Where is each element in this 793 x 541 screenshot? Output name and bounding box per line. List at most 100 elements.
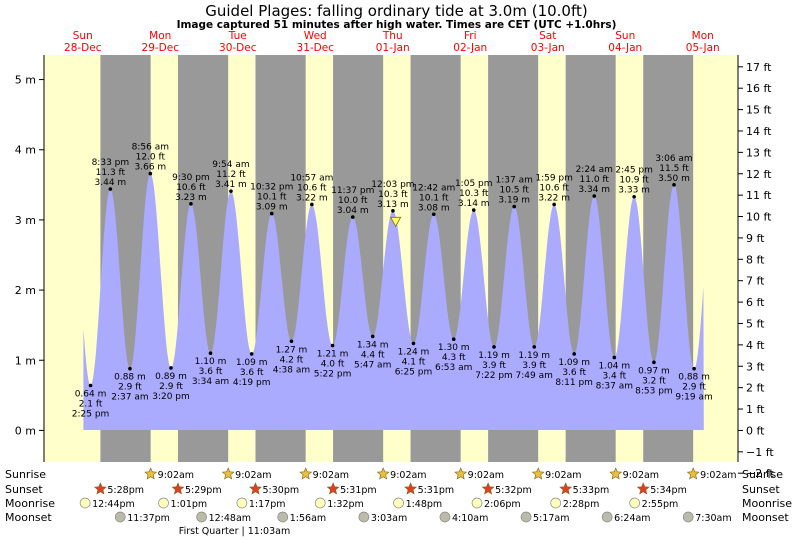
tide-text: 3.50 m xyxy=(658,174,690,184)
star-icon xyxy=(609,467,623,480)
low-tide-label: 1.21 m4.0 ft5:22 pm xyxy=(314,343,351,380)
low-tide-label: 1.09 m3.6 ft4:19 pm xyxy=(233,352,270,388)
right-tick-label: 0 ft xyxy=(746,424,765,437)
star-icon xyxy=(93,482,107,495)
tide-point xyxy=(189,201,193,206)
moonset-time: 3:03am xyxy=(371,513,407,524)
tide-text: 1.19 m xyxy=(478,351,510,361)
tide-text: 11.5 ft xyxy=(659,164,689,174)
tide-text: 3.9 ft xyxy=(482,361,506,371)
tide-text: 3.33 m xyxy=(618,186,650,196)
sunset-time: 5:31pm xyxy=(418,485,455,496)
tide-text: 1.21 m xyxy=(317,350,349,360)
tide-point xyxy=(249,352,254,356)
tide-point xyxy=(451,337,456,341)
tide-text: 10:57 am xyxy=(290,173,333,183)
moonset-icon xyxy=(358,511,370,523)
moonset-icon xyxy=(196,511,207,523)
right-tick-label: 3 ft xyxy=(746,360,765,373)
chart-subtitle: Image captured 51 minutes after high wat… xyxy=(176,19,617,31)
tide-text: 11.0 ft xyxy=(580,175,610,185)
tide-text: 12:42 am xyxy=(412,183,455,193)
tide-area xyxy=(83,173,704,430)
moonset-icon xyxy=(114,511,126,523)
axes: 0 m 1 m 2 m 3 m 4 m 5 m −2 ft −1 ft 0 ft 1 ft 2 ft… xyxy=(15,55,774,480)
tide-point xyxy=(310,202,314,207)
day-date: 28-Dec xyxy=(64,42,102,54)
tide-text: 1.09 m xyxy=(236,358,268,368)
tide-text: 3.22 m xyxy=(538,193,570,203)
sunset-time: 5:34pm xyxy=(650,485,687,496)
tide-text: 10.0 ft xyxy=(338,196,368,206)
tide-point xyxy=(350,215,355,219)
tide-text: 10.1 ft xyxy=(257,193,287,203)
right-tick-label: 6 ft xyxy=(746,296,765,309)
tide-text: 10.6 ft xyxy=(297,183,327,193)
tide-text: 1.27 m xyxy=(276,345,308,355)
tide-text: 1:05 pm xyxy=(455,179,493,189)
tide-point xyxy=(492,345,496,349)
tide-text: 3:34 am xyxy=(192,377,229,387)
sunrise-time: 9:02am xyxy=(313,470,349,481)
day-name: Thu xyxy=(382,30,403,42)
moonset-icon xyxy=(520,511,532,523)
left-tick-label: 4 m xyxy=(15,144,36,157)
tide-text: 4.3 ft xyxy=(442,353,466,363)
tide-text: 2:37 am xyxy=(111,393,148,403)
tide-text: 3.19 m xyxy=(498,196,530,206)
tide-text: 6:25 pm xyxy=(395,367,433,377)
tide-text: 1.24 m xyxy=(398,347,430,357)
tide-point xyxy=(229,189,233,193)
tide-point xyxy=(572,352,576,356)
tide-text: 4:38 am xyxy=(273,365,310,375)
star-icon xyxy=(559,482,573,495)
low-tide-label: 1.09 m3.6 ft8:11 pm xyxy=(555,352,593,388)
star-icon xyxy=(171,482,185,495)
right-tick-label: 11 ft xyxy=(746,189,772,202)
moonset-icon xyxy=(277,511,289,523)
tide-text: 10.6 ft xyxy=(539,183,569,193)
tide-text: 3.44 m xyxy=(95,178,127,188)
tide-text: 10.3 ft xyxy=(378,190,408,200)
low-tide-label: 0.88 m2.9 ft9:19 am xyxy=(675,366,713,403)
day-name: Fri xyxy=(464,30,477,42)
moonset-time: 5:17am xyxy=(533,513,569,524)
tide-text: 12:03 pm xyxy=(371,180,414,190)
tide-text: 4.4 ft xyxy=(361,350,385,360)
moonrise-icon xyxy=(79,497,91,509)
sunrise-time: 9:02am xyxy=(700,470,736,481)
moonrise-time: 1:17pm xyxy=(249,499,286,510)
tide-point xyxy=(552,202,556,207)
star-icon xyxy=(481,482,495,495)
tide-text: 2:24 am xyxy=(576,165,613,175)
astro-row-label-left: Sunset xyxy=(5,483,43,496)
tide-text: 3.14 m xyxy=(458,199,490,209)
day-name: Wed xyxy=(304,30,327,42)
low-tide-label: 1.27 m4.2 ft4:38 am xyxy=(273,339,310,375)
low-tide-label: 0.88 m2.9 ft2:37 am xyxy=(111,366,149,403)
tide-text: 3.6 ft xyxy=(240,368,264,378)
day-name: Sun xyxy=(615,30,635,42)
star-icon xyxy=(686,467,700,480)
star-icon xyxy=(221,467,235,480)
moonrise-icon xyxy=(471,497,483,509)
moonrise-icon xyxy=(236,497,248,509)
tide-text: 12.0 ft xyxy=(136,153,166,163)
moonset-time: 11:37pm xyxy=(127,513,170,524)
moonrise-icon xyxy=(550,497,562,509)
tide-text: 3.23 m xyxy=(175,193,207,203)
day-date: 01-Jan xyxy=(376,42,410,54)
tide-text: 2.9 ft xyxy=(159,382,183,392)
tide-point xyxy=(592,194,597,198)
star-icon xyxy=(299,467,313,480)
tide-text: 5:47 am xyxy=(354,360,391,370)
right-tick-label: 2 ft xyxy=(746,382,765,395)
day-date: 05-Jan xyxy=(686,42,720,54)
tide-text: 2:45 pm xyxy=(615,166,653,176)
tide-text: 8:33 pm xyxy=(92,158,130,168)
